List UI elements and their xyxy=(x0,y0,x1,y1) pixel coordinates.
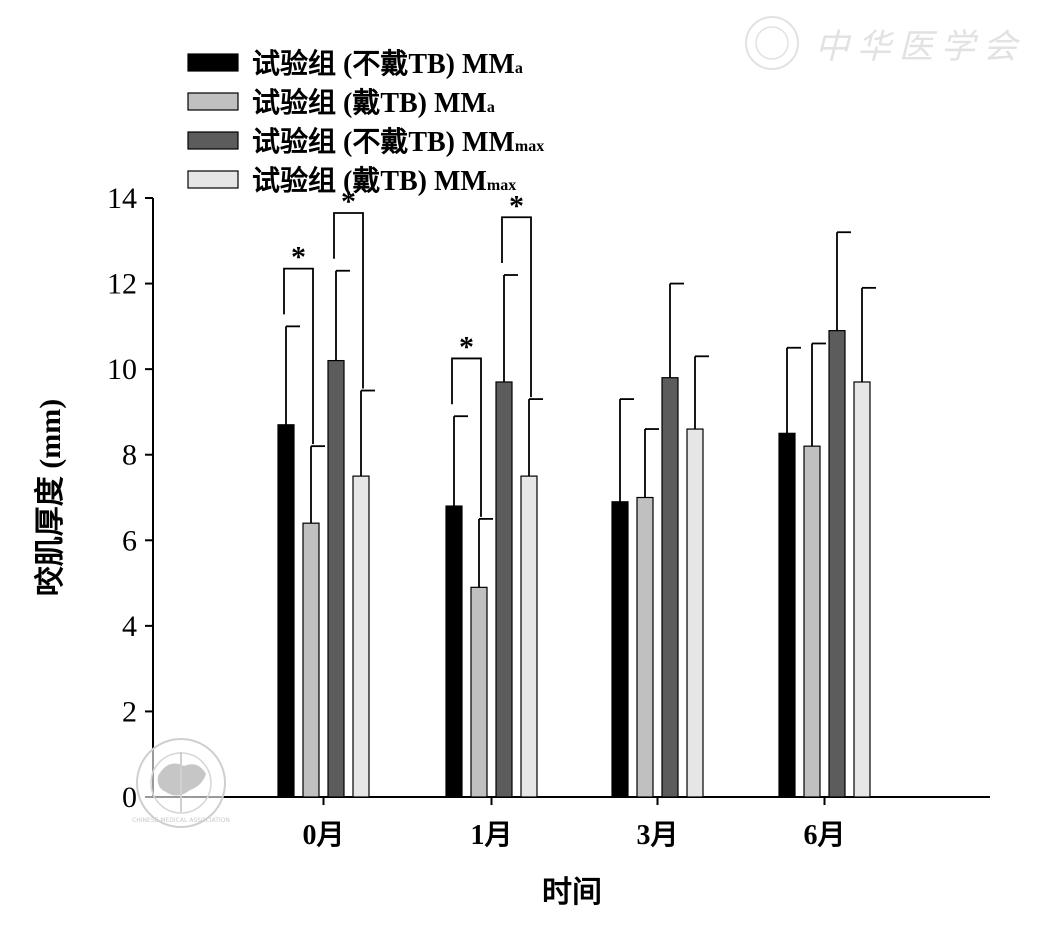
bars-group xyxy=(277,231,876,798)
watermark: 中华医学会 xyxy=(745,16,1025,70)
bar xyxy=(470,586,488,798)
y-tick-label: 14 xyxy=(107,182,137,215)
y-tick-label: 6 xyxy=(122,524,137,557)
significance-bracket xyxy=(283,267,314,445)
legend-label-subscript: a xyxy=(487,99,495,116)
bar xyxy=(778,432,796,798)
bar xyxy=(636,496,654,798)
x-tick-label: 6月 xyxy=(803,820,845,851)
y-tick-label: 0 xyxy=(122,781,137,814)
bar xyxy=(277,424,295,798)
legend-swatch xyxy=(187,53,239,72)
y-tick-label: 2 xyxy=(122,695,137,728)
y-tick-label: 12 xyxy=(107,268,137,301)
legend-label-subscript: a xyxy=(515,60,523,77)
x-tick-label: 1月 xyxy=(470,820,512,851)
watermark-text: 中华医学会 xyxy=(815,27,1025,67)
significance-bracket xyxy=(451,357,482,517)
y-tick-label: 10 xyxy=(107,353,137,386)
bar xyxy=(611,501,629,798)
bar xyxy=(445,505,463,798)
legend-swatch xyxy=(187,170,239,189)
bar xyxy=(803,445,821,798)
bar xyxy=(495,381,513,798)
significance-group: * * * * xyxy=(283,185,532,517)
bar xyxy=(302,522,320,798)
significance-star: * xyxy=(341,185,356,218)
y-tick-label: 4 xyxy=(122,610,137,643)
legend-label-subscript: max xyxy=(515,138,544,155)
association-seal: CHINESE MEDICAL ASSOCIATION xyxy=(132,738,230,828)
x-tick-label: 0月 xyxy=(302,820,344,851)
legend-swatch xyxy=(187,92,239,111)
bar xyxy=(661,377,679,798)
legend-label: 试验组 (不戴TB) MMmax xyxy=(252,125,544,158)
bar xyxy=(520,475,538,798)
legend-swatch xyxy=(187,131,239,150)
legend: 试验组 (不戴TB) MMa 试验组 (戴TB) MMa 试验组 (不戴TB) MM… xyxy=(187,47,544,197)
significance-star: * xyxy=(509,189,524,222)
significance-bracket xyxy=(501,216,532,398)
watermark-emblem-inner xyxy=(755,26,789,60)
bar xyxy=(327,359,345,798)
bar xyxy=(352,475,370,798)
legend-label: 试验组 (不戴TB) MMa xyxy=(252,47,523,80)
seal-text: CHINESE MEDICAL ASSOCIATION xyxy=(132,817,230,824)
y-tick-label: 8 xyxy=(122,439,137,472)
watermark-emblem xyxy=(745,16,799,70)
legend-label: 试验组 (戴TB) MMmax xyxy=(252,164,516,197)
significance-star: * xyxy=(291,241,306,274)
bar xyxy=(828,330,846,798)
legend-label: 试验组 (戴TB) MMa xyxy=(252,86,495,119)
bar xyxy=(853,381,871,798)
legend-label-subscript: max xyxy=(487,177,516,194)
significance-bracket xyxy=(333,212,364,389)
x-tick-label: 3月 xyxy=(636,820,678,851)
bar xyxy=(686,428,704,798)
significance-star: * xyxy=(459,330,474,363)
y-axis-title: 咬肌厚度 (mm) xyxy=(33,399,67,596)
x-axis-title: 时间 xyxy=(542,876,602,909)
